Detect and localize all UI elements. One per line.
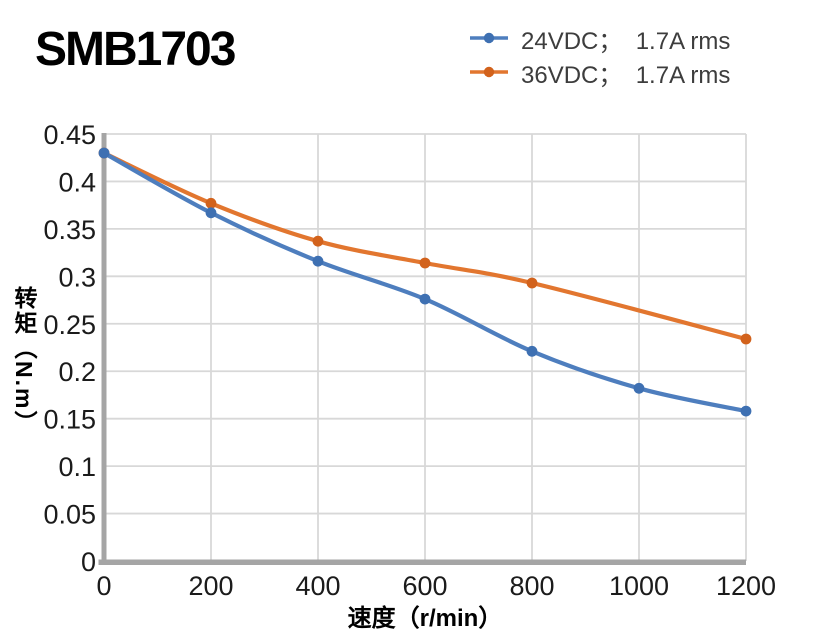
x-tick-label: 800 [509, 571, 554, 601]
series-group [98, 147, 752, 417]
y-tick-label: 0.2 [58, 357, 96, 387]
x-tick-label: 400 [295, 571, 340, 601]
y-tick-label: 0 [81, 547, 96, 577]
data-point-marker [205, 207, 217, 219]
data-point-marker [419, 293, 431, 305]
data-point-marker [633, 382, 645, 394]
data-point-marker [526, 277, 538, 289]
y-tick-label: 0.3 [58, 262, 96, 292]
y-axis-title: 转矩（N.m） [11, 286, 37, 436]
tick-labels: 0 0.05 0.1 0.15 0.2 0.25 0.3 0.35 0.4 0.45 0 200 400… [43, 120, 776, 601]
x-axis-line [98, 559, 746, 565]
data-point-marker [419, 257, 431, 269]
y-tick-label: 0.15 [43, 405, 96, 435]
data-point-marker [740, 333, 752, 345]
legend-label: 36VDC； 1.7A rms [521, 61, 731, 89]
chart-title: SMB1703 [35, 23, 236, 76]
y-axis-line [101, 133, 107, 565]
x-tick-label: 600 [402, 571, 447, 601]
legend-label: 24VDC； 1.7A rms [521, 27, 731, 55]
data-point-marker [312, 235, 324, 247]
data-point-marker [740, 405, 752, 417]
legend-item-36vdc: 36VDC； 1.7A rms [470, 55, 730, 89]
y-tick-label: 0.45 [43, 120, 96, 150]
y-tick-label: 0.4 [58, 167, 96, 197]
series-line [101, 150, 749, 342]
y-tick-label: 0.05 [43, 500, 96, 530]
series-line-marker-icon [470, 66, 508, 78]
data-point-marker [98, 147, 110, 159]
y-tick-label: 0.25 [43, 310, 96, 340]
legend-item-24vdc: 24VDC； 1.7A rms [470, 21, 730, 55]
series-line-marker-icon [470, 32, 508, 44]
x-tick-label: 1200 [716, 571, 776, 601]
legend: 24VDC； 1.7A rms 36VDC； 1.7A rms [470, 21, 730, 89]
y-tick-label: 0.35 [43, 215, 96, 245]
y-tick-label: 0.1 [58, 452, 96, 482]
data-point-marker [205, 197, 217, 209]
x-tick-label: 200 [188, 571, 233, 601]
x-tick-label: 0 [96, 571, 111, 601]
data-point-marker [526, 345, 538, 357]
x-tick-label: 1000 [609, 571, 669, 601]
x-axis-title: 速度（r/min） [347, 605, 503, 632]
data-point-marker [312, 255, 324, 267]
